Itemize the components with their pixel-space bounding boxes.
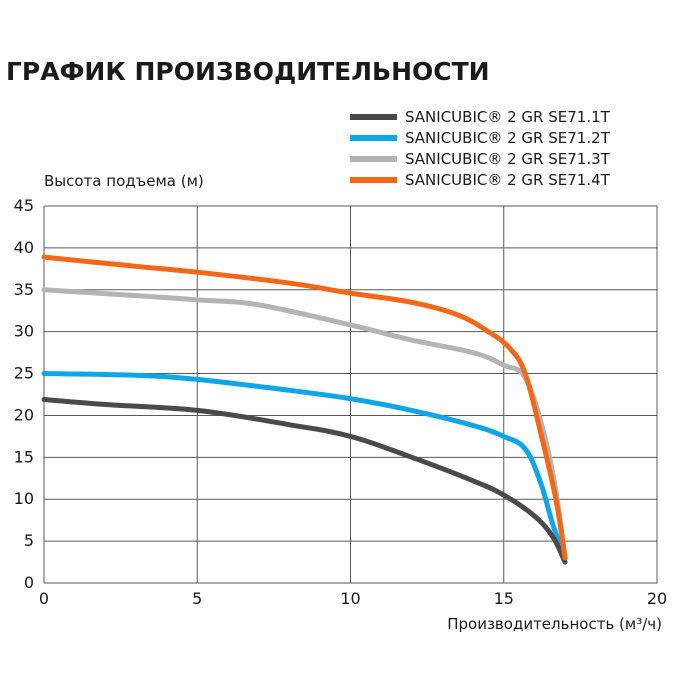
y-tick-label: 20 xyxy=(14,405,34,424)
series-line-2 xyxy=(41,371,568,561)
legend-label: SANICUBIC® 2 GR SE71.2T xyxy=(405,129,611,147)
y-tick-label: 5 xyxy=(24,531,34,550)
x-tick-label: 10 xyxy=(340,589,360,608)
grid xyxy=(43,205,658,584)
series-line-1 xyxy=(41,397,568,565)
y-axis-label: Высота подъема (м) xyxy=(44,172,204,190)
x-tick-label: 20 xyxy=(647,589,667,608)
legend-label: SANICUBIC® 2 GR SE71.4T xyxy=(405,171,611,189)
legend-label: SANICUBIC® 2 GR SE71.3T xyxy=(405,150,611,168)
y-tick-label: 40 xyxy=(14,238,34,257)
y-tick-label: 30 xyxy=(14,322,34,341)
x-tick-label: 15 xyxy=(494,589,514,608)
y-tick-label: 0 xyxy=(24,573,34,592)
chart-title: ГРАФИК ПРОИЗВОДИТЕЛЬНОСТИ xyxy=(6,57,490,86)
y-tick-label: 25 xyxy=(14,364,34,383)
x-tick-label: 5 xyxy=(192,589,202,608)
legend-label: SANICUBIC® 2 GR SE71.1T xyxy=(405,108,611,126)
y-tick-label: 35 xyxy=(14,280,34,299)
series-line-3 xyxy=(41,287,568,561)
y-tick-label: 45 xyxy=(14,196,34,215)
x-tick-label: 0 xyxy=(39,589,49,608)
tick-labels: 0 5 10 15 20 0 5 10 15 20 25 30 35 40 45 xyxy=(14,196,668,608)
y-tick-label: 15 xyxy=(14,447,34,466)
series-line-4 xyxy=(41,254,568,561)
plot-area xyxy=(41,254,568,565)
y-tick-label: 10 xyxy=(14,489,34,508)
legend: SANICUBIC® 2 GR SE71.1T SANICUBIC® 2 GR S… xyxy=(350,108,611,189)
x-axis-label: Производительность (м³/ч) xyxy=(447,615,662,633)
